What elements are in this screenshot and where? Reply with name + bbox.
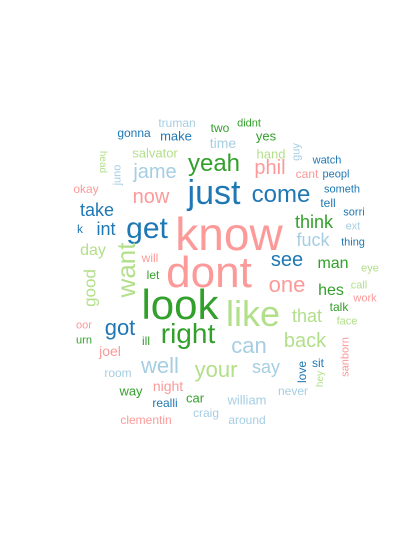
word-yeah: yeah [187, 150, 241, 177]
word-right: right [160, 318, 216, 349]
word-room: room [104, 366, 132, 380]
word-watch: watch [312, 154, 342, 167]
word-just: just [187, 174, 241, 212]
word-think: think [294, 212, 334, 232]
word-urn: urn [76, 334, 92, 347]
word-around: around [228, 413, 266, 427]
word-never: never [277, 384, 309, 398]
word-now: now [132, 186, 170, 208]
word-like: like [225, 293, 281, 334]
word-love: love [295, 360, 309, 384]
word-hand: hand [256, 146, 286, 162]
word-day: day [80, 242, 106, 259]
word-car: car [185, 390, 205, 406]
word-int: int [96, 219, 116, 239]
word-sanborn: sanborn [339, 337, 352, 377]
word-william: william [227, 392, 267, 408]
word-see: see [270, 249, 304, 271]
word-one: one [268, 272, 306, 297]
word-two: two [210, 121, 230, 135]
word-cant: cant [295, 167, 319, 181]
word-can: can [231, 333, 267, 358]
word-peopl: peopl [322, 168, 350, 181]
word-good: good [80, 269, 100, 307]
word-come: come [251, 181, 311, 208]
word-want: want [111, 242, 141, 298]
word-face: face [336, 315, 358, 328]
word-guy: guy [290, 143, 303, 161]
word-will: will [141, 251, 159, 265]
word-hes: hes [318, 282, 344, 299]
word-take: take [79, 200, 115, 220]
word-time: time [209, 135, 237, 151]
word-make: make [160, 128, 192, 144]
word-sit: sit [312, 356, 324, 370]
word-gonna: gonna [117, 126, 151, 140]
word-someth: someth [323, 183, 361, 196]
word-eye: eye [361, 262, 379, 275]
word-juno: juno [111, 164, 124, 186]
word-man: man [317, 255, 349, 272]
word-look: look [141, 281, 219, 328]
word-phil: phil [254, 157, 286, 179]
word-jame: jame [133, 161, 177, 183]
word-head: head [97, 150, 108, 174]
word-ext: ext [345, 220, 361, 233]
word-k: k [77, 222, 83, 236]
word-didnt: didnt [237, 117, 261, 130]
word-hey: hey [315, 370, 326, 388]
word-yes: yes [255, 128, 277, 144]
word-fuck: fuck [296, 230, 330, 250]
word-work: work [353, 292, 377, 305]
word-ill: ill [142, 334, 150, 348]
word-thing: thing [341, 236, 365, 249]
word-dont: dont [166, 248, 252, 297]
word-well: well [141, 353, 179, 378]
word-truman: truman [158, 116, 196, 130]
word-realli: realli [152, 396, 178, 410]
word-that: that [291, 306, 323, 326]
word-salvator: salvator [132, 145, 178, 161]
word-your: your [194, 357, 238, 382]
word-sorri: sorri [343, 206, 365, 219]
word-oor: oor [76, 319, 92, 332]
word-know: know [175, 208, 283, 260]
word-let: let [146, 268, 160, 282]
word-talk: talk [329, 300, 349, 314]
word-say: say [251, 357, 281, 377]
word-got: got [104, 315, 136, 340]
word-okay: okay [73, 182, 99, 196]
word-back: back [283, 330, 327, 352]
word-call: call [350, 279, 368, 292]
word-get: get [126, 212, 168, 245]
word-joel: joel [99, 343, 121, 359]
word-clementin: clementin [120, 413, 172, 427]
word-night: night [152, 378, 184, 394]
word-way: way [119, 383, 143, 399]
word-tell: tell [320, 196, 336, 210]
word-craig: craig [192, 406, 220, 420]
